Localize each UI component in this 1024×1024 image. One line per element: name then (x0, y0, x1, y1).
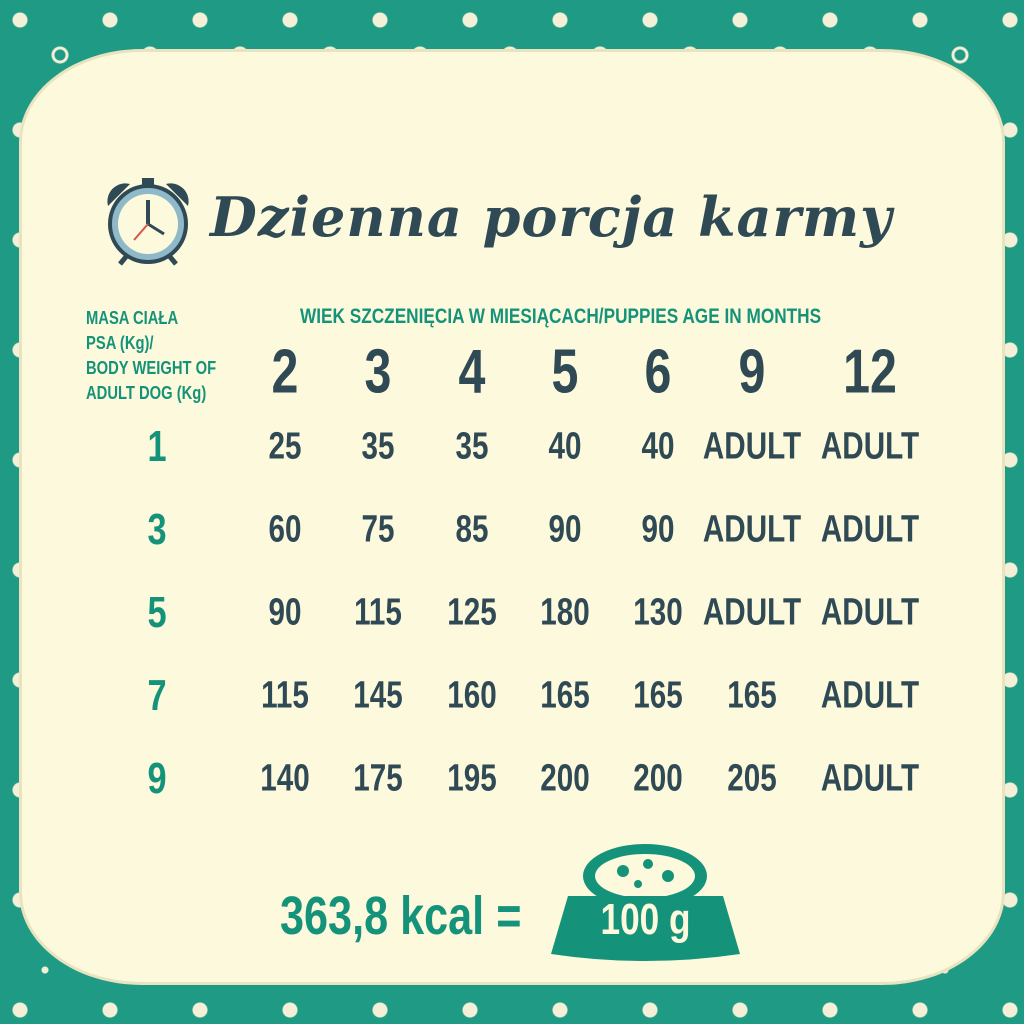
table-cell: 90 (548, 508, 582, 551)
table-cell: 165 (633, 674, 683, 717)
weight-row-label: 7 (147, 671, 167, 720)
table-cell: ADULT (702, 591, 802, 634)
table-cell: 35 (361, 425, 395, 468)
table-cell: 145 (353, 674, 403, 717)
table-cell: 165 (540, 674, 590, 717)
age-column-header: 6 (644, 337, 672, 407)
table-cell: ADULT (820, 508, 920, 551)
weight-label-line: MASA CIAŁA (86, 308, 179, 328)
kcal-label: 363,8 kcal = (280, 886, 522, 946)
table-cell: 40 (641, 425, 675, 468)
table-cell: 140 (260, 757, 310, 800)
table-cell: ADULT (820, 425, 920, 468)
table-cell: ADULT (820, 757, 920, 800)
weight-label-line: PSA (Kg)/ (86, 333, 154, 353)
weight-row-label: 3 (147, 505, 167, 554)
table-cell: ADULT (820, 674, 920, 717)
table-cell: 130 (633, 591, 683, 634)
bowl-label: 100 g (600, 895, 691, 944)
table-cell: 85 (455, 508, 489, 551)
table-cell: 125 (447, 591, 497, 634)
age-column-header: 5 (551, 337, 579, 407)
content-panel (22, 52, 1002, 982)
age-column-header: 2 (271, 337, 299, 407)
weight-row-label: 1 (147, 422, 167, 471)
age-column-header: 4 (458, 337, 486, 407)
table-cell: ADULT (820, 591, 920, 634)
table-cell: 200 (633, 757, 683, 800)
table-cell: 115 (261, 674, 309, 717)
table-cell: 90 (268, 591, 302, 634)
table-cell: 200 (540, 757, 590, 800)
table-cell: ADULT (702, 508, 802, 551)
age-column-header: 9 (738, 337, 766, 407)
page-title: Dzienna porcja karmy (210, 185, 893, 249)
table-cell: ADULT (702, 425, 802, 468)
weight-row-label: 5 (147, 588, 167, 637)
table-cell: 180 (540, 591, 590, 634)
table-cell: 195 (447, 757, 497, 800)
food-bowl-icon (551, 844, 740, 961)
weight-row-label: 9 (147, 754, 167, 803)
weight-label-line: BODY WEIGHT OF (86, 358, 217, 378)
table-cell: 40 (548, 425, 582, 468)
table-cell: 175 (353, 757, 403, 800)
age-header: WIEK SZCZENIĘCIA W MIESIĄCACH/PUPPIES AG… (300, 305, 822, 328)
table-cell: 165 (727, 674, 777, 717)
table-cell: 35 (455, 425, 489, 468)
table-cell: 60 (268, 508, 302, 551)
age-column-header: 3 (364, 337, 392, 407)
table-cell: 205 (727, 757, 777, 800)
age-column-header: 12 (843, 337, 897, 407)
alarm-clock-icon (107, 178, 189, 266)
weight-label: MASA CIAŁA PSA (Kg)/ BODY WEIGHT OF ADUL… (86, 306, 216, 406)
table-cell: 75 (361, 508, 395, 551)
table-cell: 160 (447, 674, 497, 717)
table-cell: 115 (354, 591, 402, 634)
table-cell: 90 (641, 508, 675, 551)
weight-label-line: ADULT DOG (Kg) (86, 383, 207, 403)
table-cell: 25 (268, 425, 302, 468)
